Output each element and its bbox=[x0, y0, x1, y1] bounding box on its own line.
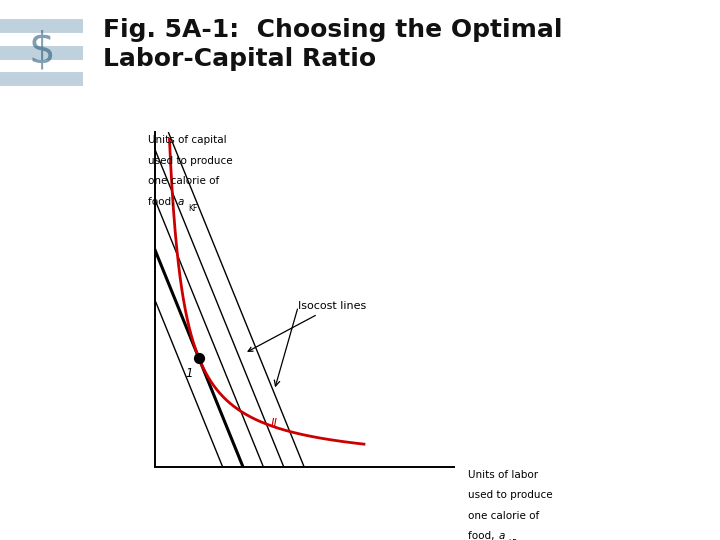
Text: LF: LF bbox=[508, 539, 517, 540]
Text: KF: KF bbox=[188, 204, 197, 213]
Text: food,: food, bbox=[148, 197, 177, 207]
Text: Units of labor: Units of labor bbox=[468, 470, 538, 480]
Text: 1: 1 bbox=[186, 367, 193, 380]
Text: Copyright ©2015 Pearson Education, Inc. All rights reserved.: Copyright ©2015 Pearson Education, Inc. … bbox=[11, 517, 309, 528]
Text: food,: food, bbox=[468, 531, 498, 540]
Text: Isocost lines: Isocost lines bbox=[248, 301, 366, 352]
Text: used to produce: used to produce bbox=[148, 156, 233, 166]
Text: 5-70: 5-70 bbox=[687, 517, 709, 528]
Text: Units of capital: Units of capital bbox=[148, 135, 226, 145]
Text: used to produce: used to produce bbox=[468, 490, 553, 501]
Text: one calorie of: one calorie of bbox=[468, 511, 539, 521]
Text: one calorie of: one calorie of bbox=[148, 176, 219, 186]
Text: a: a bbox=[498, 531, 505, 540]
Text: Fig. 5A-1:  Choosing the Optimal
Labor-Capital Ratio: Fig. 5A-1: Choosing the Optimal Labor-Ca… bbox=[102, 18, 562, 71]
Text: II: II bbox=[271, 417, 278, 430]
Text: a: a bbox=[178, 197, 184, 207]
Point bbox=[193, 354, 204, 363]
Text: $: $ bbox=[28, 30, 55, 71]
